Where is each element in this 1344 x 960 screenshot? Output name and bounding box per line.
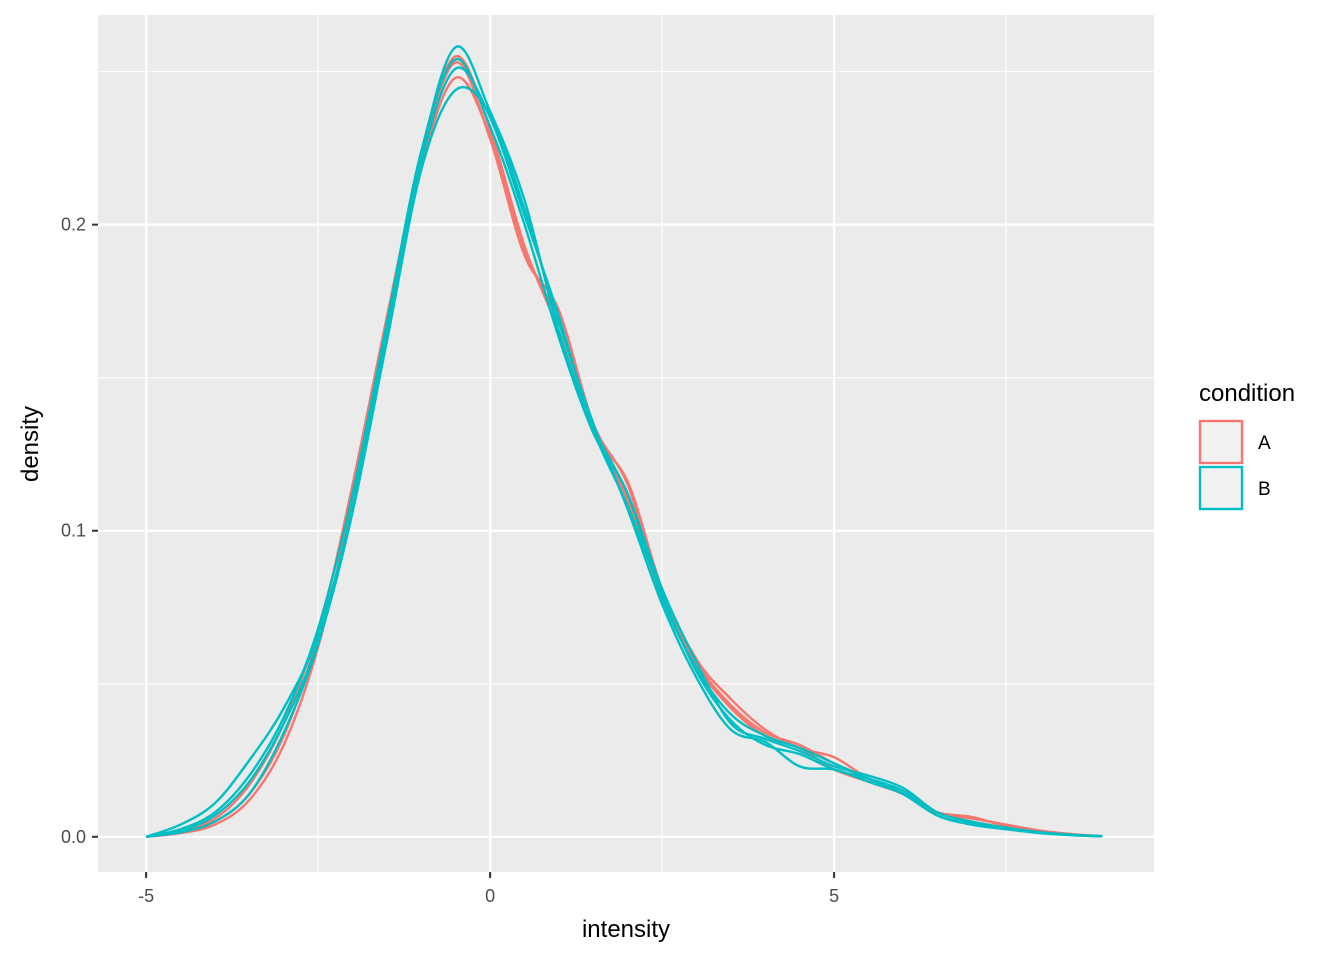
legend-label-a: A [1258,433,1271,454]
x-tick-labels: -5 0 5 [138,886,839,906]
y-tick-label: 0.2 [61,215,86,235]
x-axis-title: intensity [582,916,670,943]
y-axis-title: density [17,406,44,482]
y-tick-labels: 0.0 0.1 0.2 [61,215,86,847]
major-gridlines [98,15,1154,872]
x-tick-label: 0 [485,886,495,906]
density-lines [145,45,1103,838]
density-line-b-7 [145,66,1103,838]
legend: condition AB [1198,380,1295,511]
x-tick-label: 5 [829,886,839,906]
plot-panel [98,15,1154,872]
minor-gridlines [98,15,1154,872]
x-tick-label: -5 [138,886,154,906]
legend-key-b [1198,465,1244,511]
legend-entries: AB [1198,419,1271,511]
axis-ticks [92,223,836,878]
legend-title: condition [1199,380,1295,407]
y-tick-label: 0.0 [61,827,86,847]
y-tick-label: 0.1 [61,521,86,541]
legend-label-b: B [1258,479,1271,500]
legend-key-a [1198,419,1244,465]
